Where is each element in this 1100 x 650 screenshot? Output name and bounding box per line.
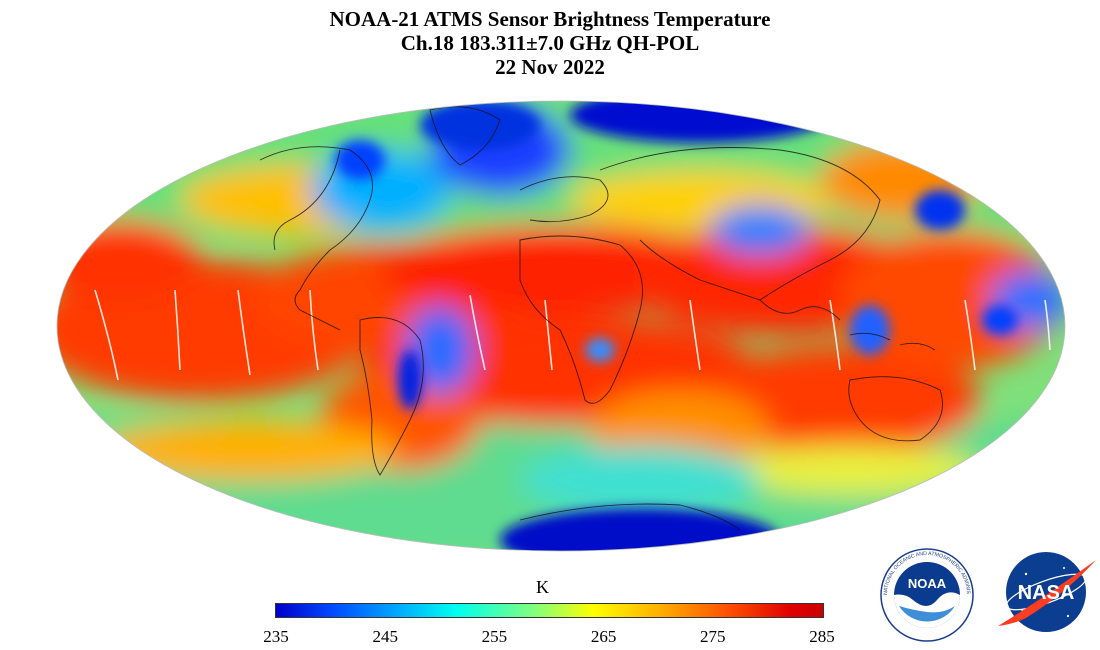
colorbar-tick-label: 245 [372,627,398,646]
nasa-logo: NASA [998,552,1096,632]
colorbar-tick-label: 265 [590,627,617,646]
nasa-logo-text: NASA [1018,582,1075,604]
colorbar-tick-label: 285 [809,627,835,646]
map-field [57,101,1065,551]
swath-gap-lines [94,289,1051,381]
colorbar [275,603,824,618]
map-subtitle-date: 22 Nov 2022 [495,55,605,79]
colorbar-tick-label: 275 [700,627,726,646]
map-title: NOAA-21 ATMS Sensor Brightness Temperatu… [329,7,771,31]
noaa-logo: NOAA NATIONAL OCEANIC AND ATMOSPHERIC AD… [877,548,974,642]
colorbar-tick-label: 235 [263,627,289,646]
colorbar-tick-label: 255 [481,627,508,646]
map-subtitle-channel: Ch.18 183.311±7.0 GHz QH-POL [400,31,700,55]
brightness-temperature-map [56,100,1066,552]
noaa-logo-text: NOAA [908,576,947,591]
colorbar-unit-label: K [536,577,549,597]
coastlines [259,106,943,531]
map-border [56,100,1066,552]
